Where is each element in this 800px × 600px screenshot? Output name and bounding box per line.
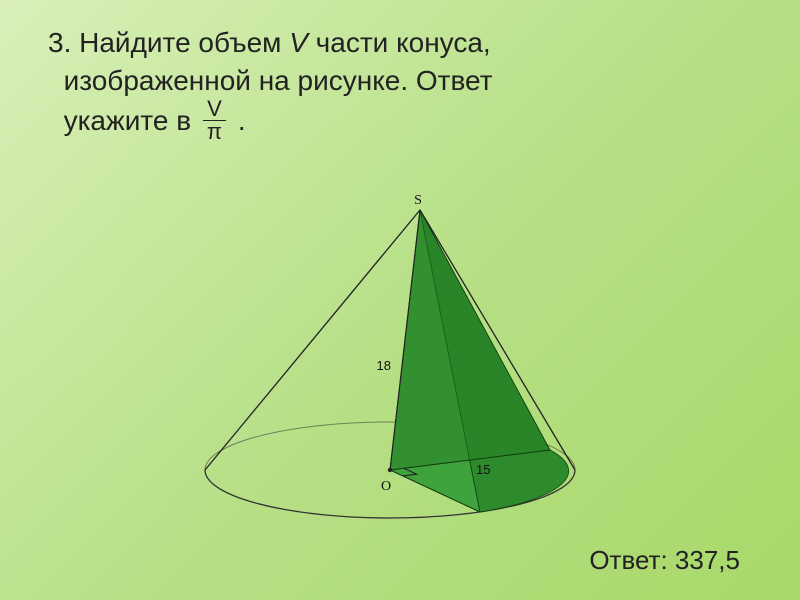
text-part: . — [238, 104, 246, 135]
svg-text:18: 18 — [377, 358, 391, 373]
text-part: Найдите объем — [79, 27, 289, 58]
answer-value: 337,5 — [675, 545, 740, 575]
volume-symbol: V — [289, 27, 308, 58]
text-part: изображенной на рисунке. Ответ — [64, 65, 493, 96]
fraction: V π — [203, 98, 226, 143]
svg-text:15: 15 — [476, 462, 490, 477]
answer-prefix: Ответ: — [589, 545, 675, 575]
cone-svg: S O 18 15 — [180, 190, 620, 530]
problem-statement: 3. Найдите объем V части конуса, изображ… — [48, 24, 752, 145]
svg-text:O: O — [381, 479, 391, 494]
problem-number: 3. — [48, 27, 71, 58]
cone-diagram: S O 18 15 — [180, 190, 620, 530]
fraction-numerator: V — [203, 98, 226, 121]
text-part: укажите в — [64, 104, 199, 135]
fraction-denominator: π — [203, 121, 226, 143]
svg-text:S: S — [414, 193, 422, 208]
text-part: части конуса, — [308, 27, 491, 58]
answer-line: Ответ: 337,5 — [589, 545, 740, 576]
